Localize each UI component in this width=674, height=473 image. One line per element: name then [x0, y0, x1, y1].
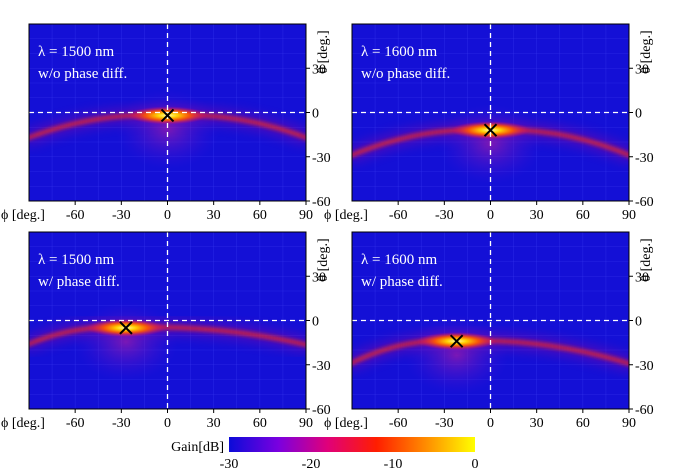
colorbar-tick: -10: [384, 457, 403, 472]
plot-frame: [351, 231, 630, 410]
colorbar-tick: -20: [302, 457, 321, 472]
x-tick-label: 90: [299, 208, 313, 223]
heatmap-panel: λ = 1500 nm w/o phase diff. -60 -30 0 30 60 90 ϕ…: [1, 23, 331, 223]
y-tick-label: -60: [635, 195, 654, 210]
panel-annotation: w/o phase diff.: [38, 66, 127, 82]
y-axis-label: θ [deg.]: [316, 30, 331, 73]
y-tick-label: -60: [312, 195, 331, 210]
y-axis-label: θ [deg.]: [639, 238, 654, 281]
panel-annotation: λ = 1600 nm: [361, 44, 437, 60]
x-tick-label: -60: [66, 208, 85, 223]
y-tick-label: 0: [312, 107, 319, 122]
x-axis-label: ϕ [deg.]: [324, 416, 368, 431]
colorbar-gradient: [229, 437, 475, 452]
panel-annotation: λ = 1500 nm: [38, 44, 114, 60]
x-tick-label: -60: [389, 416, 408, 431]
x-tick-label: -60: [389, 208, 408, 223]
x-tick-label: 60: [576, 416, 590, 431]
y-tick-label: -60: [635, 403, 654, 418]
peak-marker: [449, 334, 464, 348]
colorbar-tick: -30: [220, 457, 239, 472]
y-tick-label: -30: [635, 151, 654, 166]
heatmap-panel: λ = 1600 nm w/o phase diff. -60 -30 0 30 60 90 ϕ…: [324, 23, 654, 223]
peak-marker: [483, 123, 498, 137]
x-axis-label: ϕ [deg.]: [1, 416, 45, 431]
x-tick-label: 60: [253, 208, 267, 223]
colorbar-tick: 0: [472, 457, 479, 472]
sidelobe-glow: [404, 315, 509, 396]
peak-marker: [119, 321, 133, 335]
y-tick-label: -30: [635, 359, 654, 374]
y-tick-label: 30: [312, 62, 326, 77]
y-tick-label: -30: [312, 151, 331, 166]
x-tick-label: -60: [66, 416, 85, 431]
x-tick-label: 30: [530, 208, 544, 223]
panel-annotation: w/ phase diff.: [361, 274, 443, 290]
colorbar-label: Gain[dB]: [171, 440, 224, 455]
y-tick-label: 30: [635, 270, 649, 285]
x-tick-label: -30: [435, 208, 454, 223]
heatmap-panel: λ = 1600 nm w/ phase diff. -60 -30 0 30 60 90 ϕ …: [324, 231, 654, 431]
y-tick-label: 0: [312, 315, 319, 330]
x-tick-label: 30: [207, 416, 221, 431]
x-tick-label: -30: [112, 416, 131, 431]
x-tick-label: -30: [112, 208, 131, 223]
x-tick-label: 30: [530, 416, 544, 431]
panel-annotation: λ = 1500 nm: [38, 252, 114, 268]
panel-annotation: λ = 1600 nm: [361, 252, 437, 268]
x-tick-label: 0: [487, 208, 494, 223]
plot-frame: [351, 23, 630, 202]
x-tick-label: 30: [207, 208, 221, 223]
colorbar: Gain[dB] -30 -20 -10 0: [171, 437, 479, 472]
heatmap-panel: λ = 1500 nm w/ phase diff. -60 -30 0 30 60 90 ϕ …: [1, 231, 331, 431]
x-tick-label: 90: [622, 208, 636, 223]
sidelobe-glow: [73, 301, 178, 382]
y-tick-label: 0: [635, 107, 642, 122]
x-tick-label: 90: [299, 416, 313, 431]
panel-annotation: w/o phase diff.: [361, 66, 450, 82]
x-tick-label: -30: [435, 416, 454, 431]
x-tick-label: 0: [164, 208, 171, 223]
x-tick-label: 0: [487, 416, 494, 431]
x-tick-label: 60: [253, 416, 267, 431]
peak-marker: [160, 108, 175, 123]
y-tick-label: 30: [635, 62, 649, 77]
plot-frame: [28, 231, 307, 410]
y-tick-label: 0: [635, 315, 642, 330]
x-axis-label: ϕ [deg.]: [1, 208, 45, 223]
y-tick-label: -30: [312, 359, 331, 374]
x-axis-label: ϕ [deg.]: [324, 208, 368, 223]
x-tick-label: 90: [622, 416, 636, 431]
y-tick-label: 30: [312, 270, 326, 285]
y-axis-label: θ [deg.]: [316, 238, 331, 281]
sidelobe-glow: [115, 89, 220, 170]
x-tick-label: 60: [576, 208, 590, 223]
y-tick-label: -60: [312, 403, 331, 418]
x-tick-label: 0: [164, 416, 171, 431]
panel-annotation: w/ phase diff.: [38, 274, 120, 290]
y-axis-label: θ [deg.]: [639, 30, 654, 73]
plot-frame: [28, 23, 307, 202]
